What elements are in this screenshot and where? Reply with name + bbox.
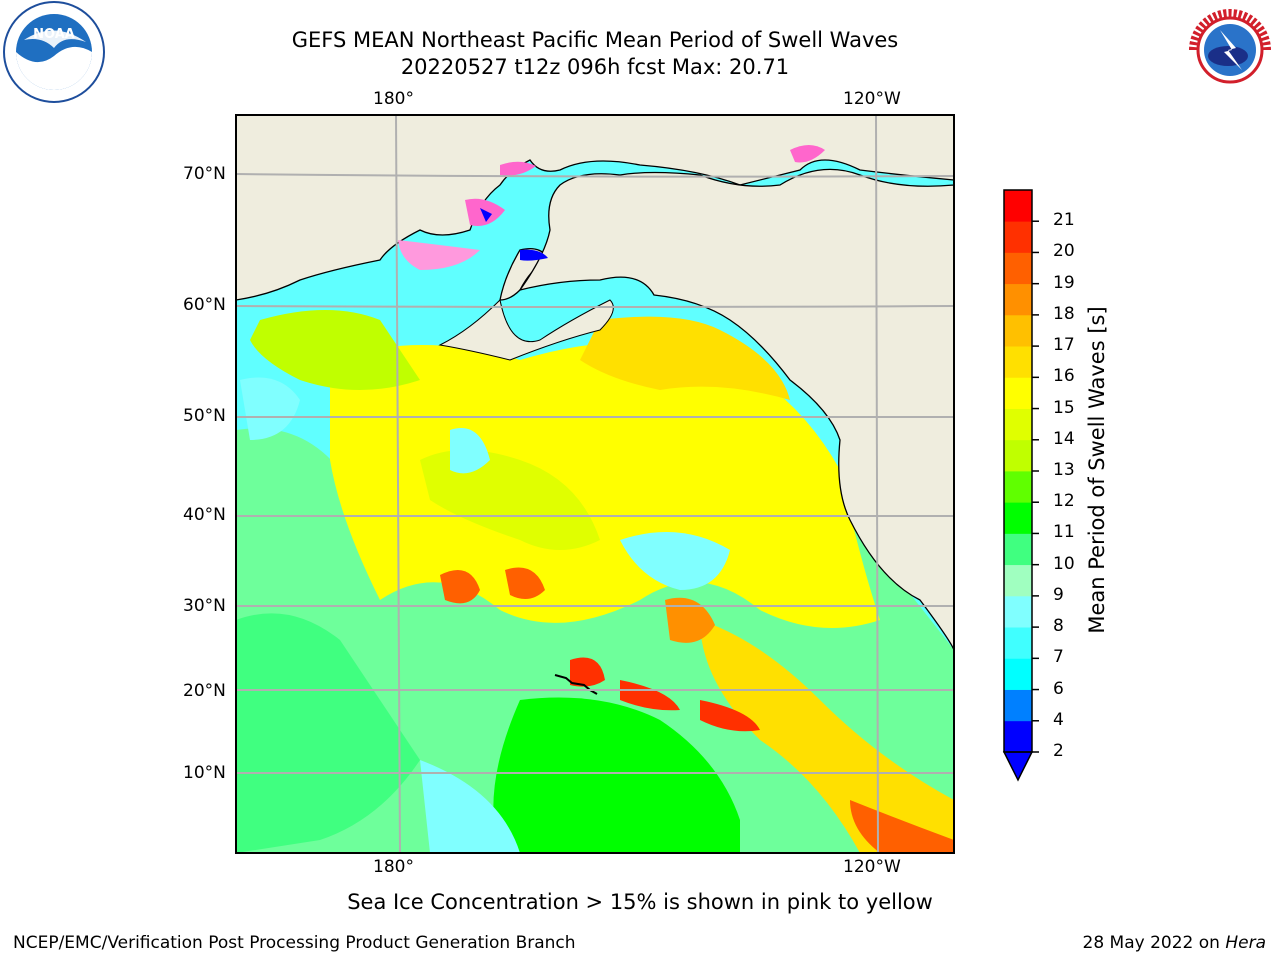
colorbar-tick-label: 20: [1053, 241, 1075, 262]
lat-label-50n: 50°N: [183, 406, 226, 426]
chart-title: GEFS MEAN Northeast Pacific Mean Period …: [291, 28, 899, 52]
colorbar-segment: [1004, 221, 1032, 253]
colorbar-tick-label: 16: [1053, 366, 1075, 387]
colorbar-segment: [1004, 689, 1032, 722]
colorbar-tick-label: 8: [1053, 616, 1064, 637]
colorbar-label: Mean Period of Swell Waves [s]: [1085, 306, 1109, 634]
colorbar-segment: [1004, 190, 1032, 222]
colorbar-tick-label: 18: [1053, 303, 1075, 324]
colorbar-tick-label: 7: [1053, 647, 1064, 668]
colorbar-segment: [1004, 564, 1032, 597]
footer-date: 28 May 2022 on Hera: [1083, 933, 1267, 953]
colorbar-segment: [1004, 533, 1032, 566]
lat-label-70n: 70°N: [183, 164, 226, 184]
colorbar-segment: [1004, 627, 1032, 659]
colorbar-segment: [1004, 439, 1032, 472]
colorbar-tick-label: 15: [1053, 397, 1075, 418]
noaa-logo-text: NOAA: [33, 27, 75, 42]
footer-branch: NCEP/EMC/Verification Post Processing Pr…: [13, 933, 576, 953]
gridlines: [235, 114, 955, 854]
colorbar-segment: [1004, 408, 1032, 441]
footer-host: Hera: [1225, 933, 1266, 953]
lon-label-top-120w: 120°W: [843, 89, 901, 109]
colorbar-segment: [1004, 595, 1032, 628]
colorbar-segment: [1004, 346, 1032, 378]
colorbar-tick-label: 11: [1053, 522, 1075, 543]
lon-label-bottom-120w: 120°W: [843, 857, 901, 877]
lat-label-20n: 20°N: [183, 681, 226, 701]
lat-label-40n: 40°N: [183, 505, 226, 525]
colorbar-tick-label: 4: [1053, 709, 1064, 730]
sea-ice-note: Sea Ice Concentration > 15% is shown in …: [347, 890, 933, 914]
colorbar-segment: [1004, 720, 1032, 753]
colorbar-tick-label: 13: [1053, 460, 1075, 480]
lon-label-bottom-180: 180°: [373, 857, 414, 877]
lon-label-top-180: 180°: [373, 89, 414, 109]
colorbar-tick-label: 12: [1053, 491, 1075, 512]
noaa-logo-icon: NOAA: [3, 1, 105, 103]
colorbar-segment: [1004, 314, 1032, 347]
colorbar-tick-label: 14: [1053, 428, 1075, 449]
colorbar-tick-label: 2: [1053, 741, 1064, 761]
colorbar-segment: [1004, 252, 1032, 285]
colorbar: [1002, 189, 1039, 782]
nws-logo-icon: [1182, 2, 1278, 98]
colorbar-segment: [1004, 283, 1032, 316]
colorbar-segment: [1004, 658, 1032, 690]
chart-subtitle: 20220527 t12z 096h fcst Max: 20.71: [400, 55, 790, 79]
colorbar-segment: [1004, 377, 1032, 409]
colorbar-tick-label: 10: [1053, 553, 1075, 574]
colorbar-tick-label: 21: [1053, 210, 1075, 231]
colorbar-segment: [1004, 471, 1032, 503]
colorbar-tick-label: 6: [1053, 678, 1064, 699]
lat-label-10n: 10°N: [183, 763, 226, 783]
map-frame: [235, 114, 955, 854]
colorbar-segment: [1004, 502, 1032, 534]
lat-label-60n: 60°N: [183, 295, 226, 315]
colorbar-extend-triangle: [1002, 751, 1034, 782]
colorbar-tick-label: 17: [1053, 335, 1075, 356]
lat-label-30n: 30°N: [183, 596, 226, 616]
footer-date-text: 28 May 2022 on: [1082, 933, 1226, 953]
colorbar-tick-label: 19: [1053, 272, 1075, 293]
colorbar-tick-label: 9: [1053, 584, 1064, 605]
